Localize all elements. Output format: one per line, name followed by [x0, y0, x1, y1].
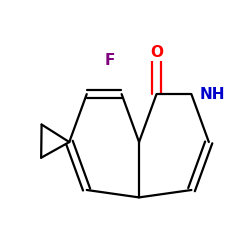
Text: F: F: [104, 53, 115, 68]
Text: O: O: [150, 45, 163, 60]
Text: NH: NH: [200, 86, 226, 102]
